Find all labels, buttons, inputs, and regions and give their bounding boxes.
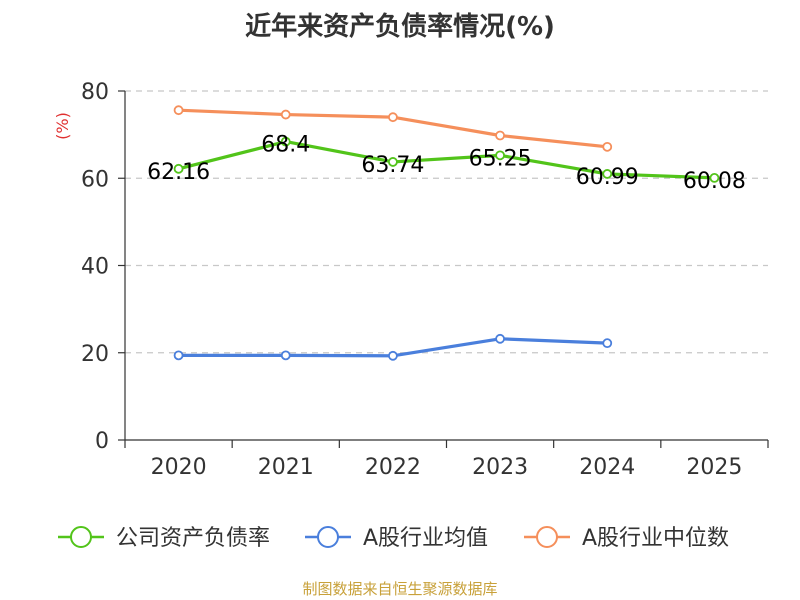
x-tick-label: 2025 bbox=[686, 455, 742, 480]
legend-marker bbox=[536, 526, 558, 548]
y-tick-label: 20 bbox=[81, 342, 109, 367]
y-tick-label: 80 bbox=[81, 80, 109, 105]
x-tick-label: 2024 bbox=[579, 455, 635, 480]
x-tick-label: 2021 bbox=[258, 455, 314, 480]
data-label: 63.74 bbox=[361, 153, 424, 178]
series bbox=[173, 105, 720, 361]
y-tick-label: 0 bbox=[95, 429, 109, 454]
data-labels: 62.16 68.4 63.74 65.25 60.99 60.08 bbox=[147, 133, 746, 194]
data-point bbox=[495, 150, 505, 161]
x-tick-label: 2022 bbox=[365, 455, 421, 480]
y-axis-label: (%) bbox=[53, 112, 72, 140]
data-point bbox=[602, 169, 613, 179]
data-point bbox=[388, 350, 398, 361]
data-label: 60.99 bbox=[576, 165, 639, 190]
source-note: 制图数据来自恒生聚源数据库 bbox=[302, 580, 498, 598]
y-tick-label: 60 bbox=[81, 167, 109, 192]
data-point bbox=[495, 130, 505, 141]
data-point bbox=[602, 141, 613, 152]
data-point bbox=[173, 163, 184, 174]
legend-label: A股行业中位数 bbox=[582, 526, 729, 551]
data-point bbox=[173, 350, 184, 361]
data-label: 62.16 bbox=[147, 160, 210, 185]
legend: 公司资产负债率 A股行业均值 A股行业中位数 bbox=[58, 526, 729, 551]
series-line bbox=[178, 140, 715, 180]
data-point bbox=[495, 333, 505, 344]
y-tick-label: 40 bbox=[81, 255, 109, 280]
data-label: 68.4 bbox=[261, 133, 310, 158]
legend-label: 公司资产负债率 bbox=[116, 526, 270, 551]
legend-marker bbox=[317, 526, 339, 548]
data-point bbox=[602, 338, 613, 349]
legend-label: A股行业均值 bbox=[363, 526, 488, 551]
data-label: 60.08 bbox=[683, 169, 746, 194]
legend-marker bbox=[70, 526, 92, 548]
data-point bbox=[388, 157, 398, 167]
axes: 0 20 40 60 80 2020 2021 2022 2023 2024 2025 (%) bbox=[53, 80, 769, 480]
chart-title: 近年来资产负债率情况(%) bbox=[245, 12, 555, 42]
data-point bbox=[280, 136, 291, 147]
data-label: 65.25 bbox=[469, 146, 532, 171]
data-point bbox=[280, 350, 291, 361]
grid-lines bbox=[125, 90, 768, 354]
data-point bbox=[709, 173, 720, 183]
x-tick-label: 2023 bbox=[472, 455, 528, 480]
x-tick-label: 2020 bbox=[151, 455, 207, 480]
data-point bbox=[280, 109, 291, 120]
data-point bbox=[388, 112, 398, 123]
data-point bbox=[173, 105, 184, 116]
